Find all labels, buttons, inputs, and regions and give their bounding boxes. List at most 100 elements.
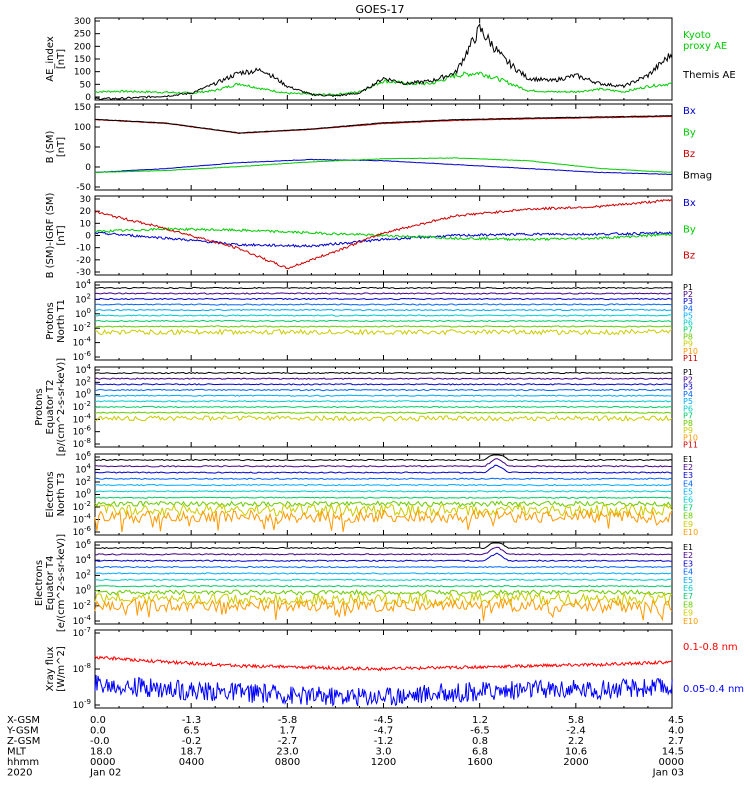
tick-label: 10-4 <box>73 412 92 425</box>
tick-label: 100 <box>75 307 91 320</box>
ephemeris-value: -4.7 <box>374 726 394 737</box>
ephemeris-value: -6.5 <box>470 726 490 737</box>
legend-entry: E5 <box>683 576 693 585</box>
legend-entry: P6 <box>683 318 693 327</box>
tick-label: 10-2 <box>73 400 91 413</box>
ephemeris-value: 0000 <box>659 757 684 768</box>
channel-line-e2 <box>94 458 673 468</box>
tick-label: 10-2 <box>73 500 91 513</box>
ephemeris-value: 6.5 <box>184 726 200 737</box>
channel-line-e3 <box>94 464 673 474</box>
tick-label: 10-8 <box>73 662 91 675</box>
panel-ae: 300 250 200 150 100 50 0 AE_index [nT] Kyotoproxy… <box>45 17 736 103</box>
legend-entry: 0.05-0.4 nm <box>683 684 744 695</box>
tick-label: 10 <box>80 219 92 229</box>
legend-entry: E2 <box>683 463 693 472</box>
channel-line-p8 <box>94 325 673 328</box>
axis-label: Xray flux <box>45 647 56 692</box>
channel-line-p7 <box>95 405 672 409</box>
legend-entry: E8 <box>683 512 693 521</box>
channel-line-p8 <box>94 411 672 414</box>
tick-label: 102 <box>75 475 91 488</box>
legend-entry: P3 <box>683 383 693 392</box>
tick-label: 100 <box>75 388 91 401</box>
ephemeris-value: 1600 <box>467 757 492 768</box>
axis-label: [nT] <box>56 225 67 245</box>
axis-label: Electrons <box>34 560 45 606</box>
ephemeris-value: 0.0 <box>90 726 106 737</box>
tick-label: 100 <box>74 123 91 133</box>
legend-entry: E9 <box>683 520 693 529</box>
series-line-kyoto <box>94 71 673 97</box>
axis-label: B (SM) <box>45 130 56 163</box>
axis-label: B (SM)-IGRF (SM) <box>45 193 56 279</box>
legend-entry: E4 <box>683 568 693 577</box>
ephemeris-value: 0.8 <box>472 736 488 747</box>
tick-label: 100 <box>74 68 91 78</box>
legend-entry: E2 <box>683 551 693 560</box>
ephemeris-value: -1.3 <box>182 715 202 726</box>
axis-label: Protons <box>34 388 45 425</box>
axis-label: [nT] <box>56 137 67 157</box>
ephemeris-value: 4.5 <box>668 715 684 726</box>
series-line-by <box>94 226 673 242</box>
legend-entry: P10 <box>683 347 698 356</box>
panel-bsm: 150 100 50 0 -50 B (SM) [nT] Bx By Bz Bmag <box>45 103 712 193</box>
axis-label: North T1 <box>56 299 67 343</box>
ephemeris-value: Jan 02 <box>89 768 121 779</box>
panel-frame <box>94 17 673 101</box>
ephemeris-value: -1.2 <box>374 736 394 747</box>
channel-line-e10 <box>94 508 673 533</box>
legend-entry: P9 <box>683 426 693 435</box>
ephemeris-value: 10.6 <box>565 747 587 758</box>
legend-entry: P5 <box>683 397 693 406</box>
legend-entry: Bx <box>683 198 696 209</box>
ephemeris-value: 2000 <box>563 757 588 768</box>
tick-label: 104 <box>75 463 91 476</box>
channel-line-p4 <box>94 303 673 306</box>
legend-entry: P8 <box>683 419 693 428</box>
ephemeris-value: 1200 <box>371 757 396 768</box>
panel-xray: 10-7 10-8 10-9 Xray flux [W/m^2] 0.1-0.8 nm 0.… <box>45 626 744 711</box>
ephemeris-value: 3.0 <box>376 747 392 758</box>
channel-line-e2 <box>94 546 673 556</box>
tick-label: 50 <box>80 80 92 90</box>
axis-label: [p/(cm^2-s-sr-keV)] <box>56 358 67 457</box>
legend-entry: P8 <box>683 333 693 342</box>
ephemeris-value: -2.7 <box>278 736 298 747</box>
ephemeris-value: 1.7 <box>280 726 296 737</box>
tick-label: 10-2 <box>73 321 91 334</box>
legend-entry: P2 <box>683 290 693 299</box>
ephemeris-value: -0.0 <box>90 736 110 747</box>
ephemeris-value: -5.8 <box>278 715 298 726</box>
ephemeris-value: -2.4 <box>566 726 586 737</box>
channel-line-e7 <box>94 585 673 588</box>
tick-label: 0 <box>85 163 91 173</box>
tick-label: 104 <box>75 363 91 376</box>
ephemeris-label: Z-GSM <box>7 736 40 747</box>
legend-entry: proxy AE <box>683 41 727 52</box>
legend-entry: E5 <box>683 487 693 496</box>
channel-line-p5 <box>94 394 673 397</box>
channel-line-e8 <box>94 588 673 596</box>
ephemeris-value: -4.5 <box>374 715 394 726</box>
tick-label: 20 <box>80 207 92 217</box>
ephemeris-label: hhmm <box>7 757 39 768</box>
channel-line-e10 <box>94 597 673 622</box>
channel-line-p6 <box>94 400 673 403</box>
legend-entry: P7 <box>683 326 693 335</box>
channel-line-e6 <box>94 578 673 581</box>
series-line-bx <box>94 158 673 175</box>
channel-line-p9 <box>94 414 673 422</box>
legend-entry: P11 <box>683 441 698 450</box>
tick-label: 100 <box>75 584 91 597</box>
tick-label: -30 <box>76 268 91 278</box>
legend-entry: By <box>683 224 696 235</box>
legend-entry: E9 <box>683 609 693 618</box>
ephemeris-value: 14.5 <box>662 747 684 758</box>
channel-line-e9 <box>94 591 673 607</box>
axis-label: North T3 <box>56 473 67 517</box>
axis-label: Electrons <box>45 471 56 517</box>
